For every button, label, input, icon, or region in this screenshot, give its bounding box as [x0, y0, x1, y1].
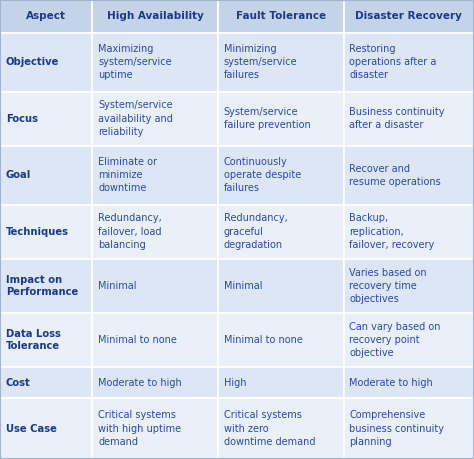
Text: Disaster Recovery: Disaster Recovery: [356, 11, 462, 21]
Bar: [0, 313, 92, 367]
Bar: [344, 91, 474, 146]
Text: Maximizing
system/service
uptime: Maximizing system/service uptime: [98, 44, 172, 80]
Text: Minimizing
system/service
failures: Minimizing system/service failures: [224, 44, 297, 80]
Text: Techniques: Techniques: [6, 227, 69, 237]
Text: Restoring
operations after a
disaster: Restoring operations after a disaster: [349, 44, 437, 80]
Bar: [218, 146, 344, 205]
Bar: [92, 313, 218, 367]
Text: Moderate to high: Moderate to high: [349, 378, 433, 387]
Text: Varies based on
recovery time
objectives: Varies based on recovery time objectives: [349, 268, 427, 304]
Text: Impact on
Performance: Impact on Performance: [6, 274, 78, 297]
Bar: [344, 33, 474, 91]
Bar: [218, 259, 344, 313]
Bar: [218, 33, 344, 91]
Text: Recover and
resume operations: Recover and resume operations: [349, 163, 441, 187]
Text: Goal: Goal: [6, 170, 31, 180]
Bar: [0, 0, 92, 33]
Bar: [0, 205, 92, 259]
Text: Redundancy,
failover, load
balancing: Redundancy, failover, load balancing: [98, 213, 162, 250]
Text: System/service
failure prevention: System/service failure prevention: [224, 107, 310, 130]
Bar: [218, 398, 344, 459]
Bar: [0, 367, 92, 398]
Bar: [344, 146, 474, 205]
Bar: [344, 259, 474, 313]
Text: High Availability: High Availability: [107, 11, 204, 21]
Bar: [92, 205, 218, 259]
Bar: [92, 33, 218, 91]
Bar: [0, 91, 92, 146]
Text: Eliminate or
minimize
downtime: Eliminate or minimize downtime: [98, 157, 157, 193]
Bar: [344, 367, 474, 398]
Bar: [92, 91, 218, 146]
Bar: [344, 398, 474, 459]
Bar: [92, 146, 218, 205]
Text: Cost: Cost: [6, 378, 30, 387]
Bar: [218, 205, 344, 259]
Bar: [0, 33, 92, 91]
Text: Aspect: Aspect: [26, 11, 66, 21]
Text: Minimal to none: Minimal to none: [224, 335, 302, 345]
Text: Critical systems
with zero
downtime demand: Critical systems with zero downtime dema…: [224, 410, 315, 447]
Bar: [218, 367, 344, 398]
Text: Comprehensive
business continuity
planning: Comprehensive business continuity planni…: [349, 410, 444, 447]
Bar: [92, 398, 218, 459]
Text: Can vary based on
recovery point
objective: Can vary based on recovery point objecti…: [349, 322, 441, 358]
Bar: [92, 367, 218, 398]
Bar: [92, 259, 218, 313]
Text: Continuously
operate despite
failures: Continuously operate despite failures: [224, 157, 301, 193]
Bar: [218, 0, 344, 33]
Text: Objective: Objective: [6, 57, 59, 67]
Bar: [0, 259, 92, 313]
Bar: [344, 0, 474, 33]
Text: Redundancy,
graceful
degradation: Redundancy, graceful degradation: [224, 213, 287, 250]
Bar: [0, 398, 92, 459]
Text: System/service
availability and
reliability: System/service availability and reliabil…: [98, 101, 173, 137]
Bar: [218, 313, 344, 367]
Text: High: High: [224, 378, 246, 387]
Text: Backup,
replication,
failover, recovery: Backup, replication, failover, recovery: [349, 213, 435, 250]
Text: Fault Tolerance: Fault Tolerance: [236, 11, 326, 21]
Text: Data Loss
Tolerance: Data Loss Tolerance: [6, 329, 61, 351]
Text: Minimal: Minimal: [224, 281, 262, 291]
Text: Minimal to none: Minimal to none: [98, 335, 177, 345]
Text: Moderate to high: Moderate to high: [98, 378, 182, 387]
Text: Minimal: Minimal: [98, 281, 137, 291]
Text: Critical systems
with high uptime
demand: Critical systems with high uptime demand: [98, 410, 181, 447]
Text: Business continuity
after a disaster: Business continuity after a disaster: [349, 107, 445, 130]
Bar: [218, 91, 344, 146]
Bar: [0, 146, 92, 205]
Bar: [344, 313, 474, 367]
Text: Use Case: Use Case: [6, 424, 56, 434]
Bar: [344, 205, 474, 259]
Text: Focus: Focus: [6, 113, 38, 123]
Bar: [92, 0, 218, 33]
